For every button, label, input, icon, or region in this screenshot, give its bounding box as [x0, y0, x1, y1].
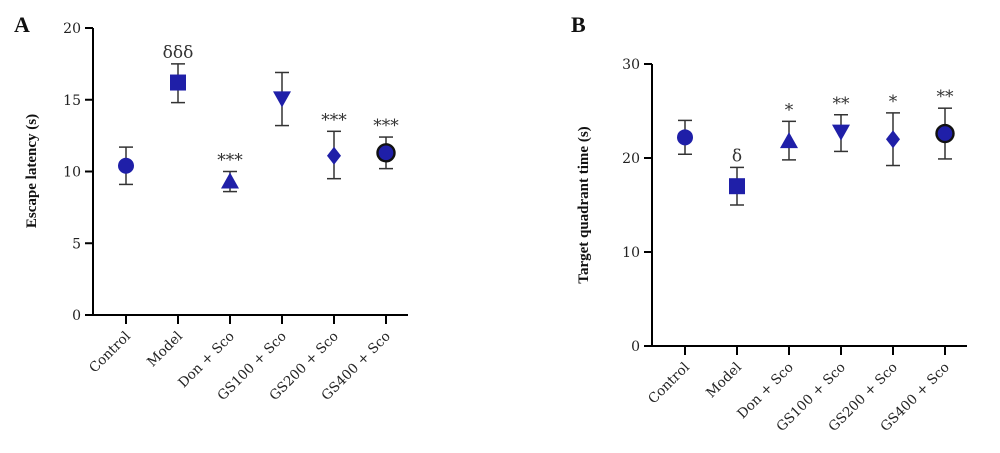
significance-label: ** [937, 87, 955, 107]
significance-label: * [889, 92, 898, 112]
y-tick-label: 5 [72, 236, 81, 252]
significance-label: δδδ [163, 43, 194, 63]
significance-label: *** [373, 116, 399, 136]
chart-panel-b: 0 10 20 30 Target quadrant time (s) Control Mo… [576, 57, 967, 435]
y-tick-label: 20 [63, 21, 81, 37]
y-tick-label: 30 [622, 57, 640, 73]
x-tick-label: Model [144, 329, 186, 371]
data-point-0 [118, 157, 134, 174]
significance-label: δ [732, 146, 742, 166]
significance-label: *** [321, 110, 347, 130]
data-point-3 [832, 124, 850, 141]
y-axis-label: Escape latency (s) [24, 114, 40, 228]
data-point-5 [935, 123, 955, 144]
significance-label: ** [833, 94, 851, 114]
data-point-3 [273, 91, 291, 108]
x-tick-label: Control [645, 360, 693, 408]
data-point-2 [780, 132, 798, 149]
x-tick-label: Control [86, 329, 134, 377]
data-point-4 [886, 130, 900, 149]
y-tick-label: 20 [622, 151, 640, 167]
y-tick-label: 10 [63, 165, 81, 181]
significance-label: *** [217, 151, 243, 171]
y-axis-label: Target quadrant time (s) [576, 126, 592, 283]
data-point-5 [376, 143, 396, 163]
panel-letter-b: B [571, 12, 586, 37]
data-point-0 [677, 129, 693, 146]
panel-letter-a: A [14, 12, 30, 37]
data-point-2 [221, 172, 239, 189]
x-tick-label: Model [703, 360, 745, 402]
data-point-4 [327, 146, 341, 165]
y-tick-label: 15 [63, 93, 81, 109]
data-point-1 [170, 74, 186, 91]
significance-label: * [785, 100, 794, 120]
data-point-1 [729, 178, 745, 195]
y-tick-label: 10 [622, 245, 640, 261]
y-tick-label: 0 [72, 308, 81, 324]
y-tick-label: 0 [631, 339, 640, 355]
